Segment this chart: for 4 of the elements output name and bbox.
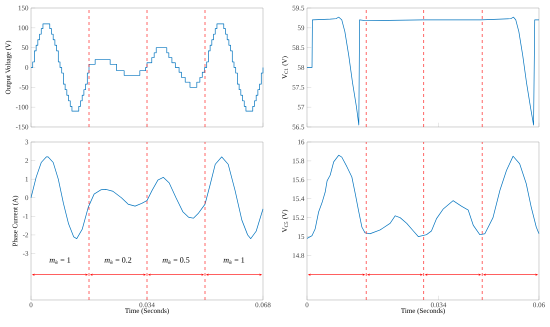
annotation: m$_{a}$ = 1 [50, 257, 70, 264]
annotation: m$_{a}$ = 0.5 [162, 257, 190, 264]
annotation: m$_{a}$ = 1 [224, 257, 244, 264]
annotation: m$_{a}$ = 0.2 [104, 257, 132, 264]
